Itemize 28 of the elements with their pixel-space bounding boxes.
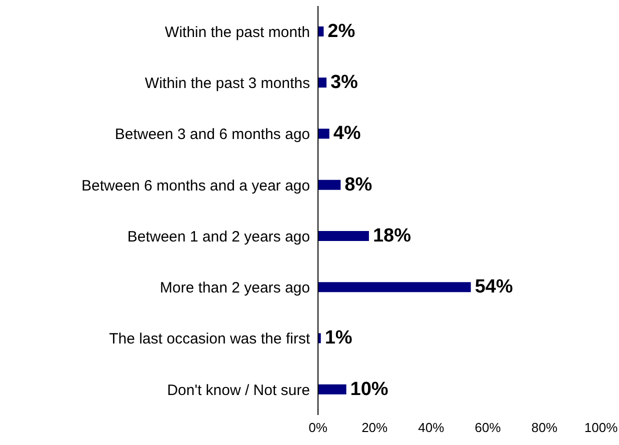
bar (318, 180, 341, 190)
y-tick-label: Within the past 3 months (144, 75, 310, 92)
x-tick-label: 0% (308, 420, 328, 436)
data-label: 1% (324, 328, 352, 349)
data-label: 54% (474, 276, 513, 298)
bar (318, 230, 369, 241)
x-tick-label: 20% (362, 420, 388, 436)
y-tick-label: Within the past month (164, 24, 310, 41)
data-label: 18% (372, 225, 412, 246)
data-label: 10% (350, 378, 388, 400)
bar (318, 384, 346, 394)
x-tick-label: 80% (531, 420, 558, 436)
bar (318, 282, 471, 292)
bar (318, 128, 330, 139)
data-label: 4% (333, 123, 361, 144)
data-label: 3% (330, 72, 358, 94)
y-tick-label: Between 6 months and a year ago (82, 177, 310, 194)
data-label: 8% (344, 174, 372, 196)
y-tick-label: Between 1 and 2 years ago (127, 228, 310, 246)
y-tick-label: The last occasion was the first (109, 330, 311, 348)
x-tick-label: 40% (418, 420, 445, 436)
x-tick-label: 60% (474, 420, 502, 436)
bar (318, 78, 326, 88)
x-tick-label: 100% (584, 420, 618, 436)
y-tick-label: Between 3 and 6 months ago (114, 126, 310, 144)
y-tick-label: More than 2 years ago (160, 280, 310, 297)
data-label: 2% (328, 20, 356, 42)
y-tick-label: Don't know / Not sure (167, 382, 310, 399)
